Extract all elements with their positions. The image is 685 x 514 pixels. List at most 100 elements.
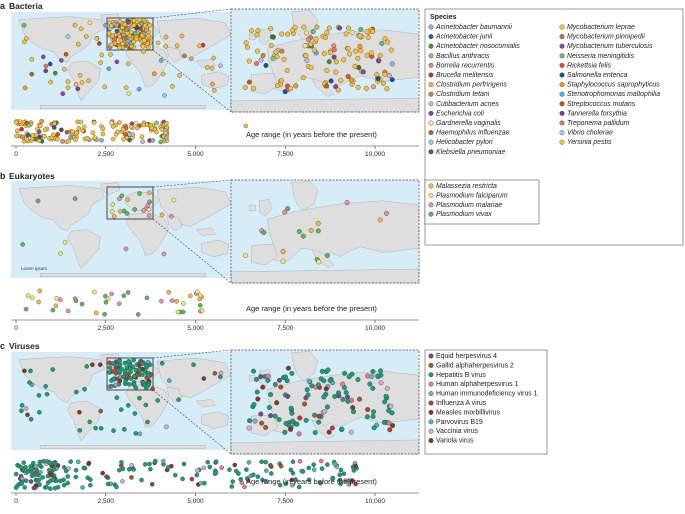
sample-point [65, 85, 71, 90]
legend-label: Gardnerella vaginalis [436, 120, 501, 127]
sample-point [76, 126, 82, 131]
legend-label: Brucella melitensis [436, 72, 494, 79]
sample-point [314, 24, 320, 30]
sample-point [296, 431, 302, 437]
sample-point [324, 68, 330, 73]
sample-point [54, 296, 60, 301]
legend-label: Gallid alphaherpesvirus 2 [436, 362, 514, 369]
sample-point [42, 127, 48, 133]
sample-point [341, 471, 347, 476]
sample-point [50, 307, 56, 313]
legend-entry: Parvovirus B19 [428, 419, 483, 426]
sample-point [93, 425, 98, 431]
legend-label: Neisseria meningitidis [567, 53, 635, 60]
legend-label: Hepatitis B virus [436, 372, 486, 379]
sample-point [123, 378, 128, 384]
legend-swatch [428, 211, 434, 217]
legend-label: Haemophilus influenzae [436, 130, 510, 137]
sample-point [376, 58, 382, 64]
sample-point [353, 481, 358, 487]
axis-tick-label: 0 [14, 498, 18, 505]
sample-point [349, 30, 355, 36]
sample-point [380, 80, 386, 86]
legend-swatch [428, 149, 434, 155]
sample-point [161, 251, 167, 257]
sample-point [29, 71, 34, 77]
sample-point [374, 72, 380, 78]
sample-point [44, 391, 50, 397]
sample-point [26, 123, 32, 128]
sample-point [175, 309, 181, 315]
sample-point [306, 465, 312, 471]
sample-point [277, 482, 283, 488]
sample-point [122, 22, 128, 27]
sample-point [137, 17, 142, 23]
sample-point [27, 380, 32, 385]
sample-point [127, 137, 132, 143]
sample-point [310, 29, 316, 35]
sample-point [125, 61, 131, 67]
axis-tick-label: 10,000 [365, 325, 385, 332]
sample-point [61, 482, 67, 488]
sample-point [301, 24, 307, 30]
sample-point [147, 362, 153, 368]
sample-point [297, 415, 303, 421]
sample-point [128, 30, 134, 35]
legend-swatch [428, 183, 434, 189]
panel-letter: c [0, 341, 5, 351]
sample-point [120, 479, 125, 484]
sample-point [94, 36, 100, 41]
sample-point [31, 485, 37, 491]
sample-point [255, 28, 261, 34]
sample-point [24, 137, 30, 142]
sample-point [98, 408, 103, 414]
sample-point [145, 203, 151, 208]
sample-point [337, 477, 343, 483]
legend-label: Salmonella enterica [567, 72, 628, 79]
sample-point [129, 462, 134, 468]
sample-point [77, 409, 82, 415]
sample-point [97, 41, 102, 46]
sample-point [288, 467, 294, 473]
sample-point [19, 408, 24, 414]
sample-point [263, 459, 268, 465]
legend-entry: Vaccinia virus [428, 428, 479, 435]
sample-point [383, 393, 389, 399]
sample-point [55, 132, 61, 137]
sample-point [13, 485, 19, 490]
sample-point [92, 135, 98, 140]
inset-connector [152, 389, 232, 455]
legend-swatch [428, 130, 434, 136]
sample-point [43, 384, 48, 389]
legend-swatch [428, 120, 434, 126]
sample-point [180, 476, 185, 482]
sample-point [300, 233, 306, 239]
legend-swatch [428, 34, 434, 40]
legend-entry: Brucella melitensis [428, 72, 494, 79]
legend-entry: Plasmodium malariae [428, 202, 502, 209]
sample-point [84, 364, 89, 369]
sample-point [370, 84, 376, 90]
sample-point [153, 458, 158, 464]
sample-point [117, 19, 123, 24]
sample-point [381, 419, 387, 425]
sample-point [331, 54, 337, 60]
sample-point [90, 362, 95, 367]
sample-point [297, 458, 303, 464]
sample-point [105, 296, 111, 301]
legend-entry: Mycobacterium leprae [559, 24, 635, 31]
sample-point [343, 390, 349, 396]
sample-point [30, 295, 35, 301]
sample-point [176, 397, 181, 402]
sample-point [285, 393, 291, 399]
sample-point [312, 412, 318, 418]
legend-label: Equid herpesvirus 4 [436, 353, 497, 360]
sample-point [244, 44, 250, 50]
sample-point [126, 91, 132, 96]
sample-point [322, 34, 328, 40]
sample-point [25, 469, 30, 475]
panel-letter: a [0, 1, 6, 11]
sample-point [110, 361, 116, 367]
sample-point [154, 120, 159, 126]
sample-point [28, 368, 33, 374]
